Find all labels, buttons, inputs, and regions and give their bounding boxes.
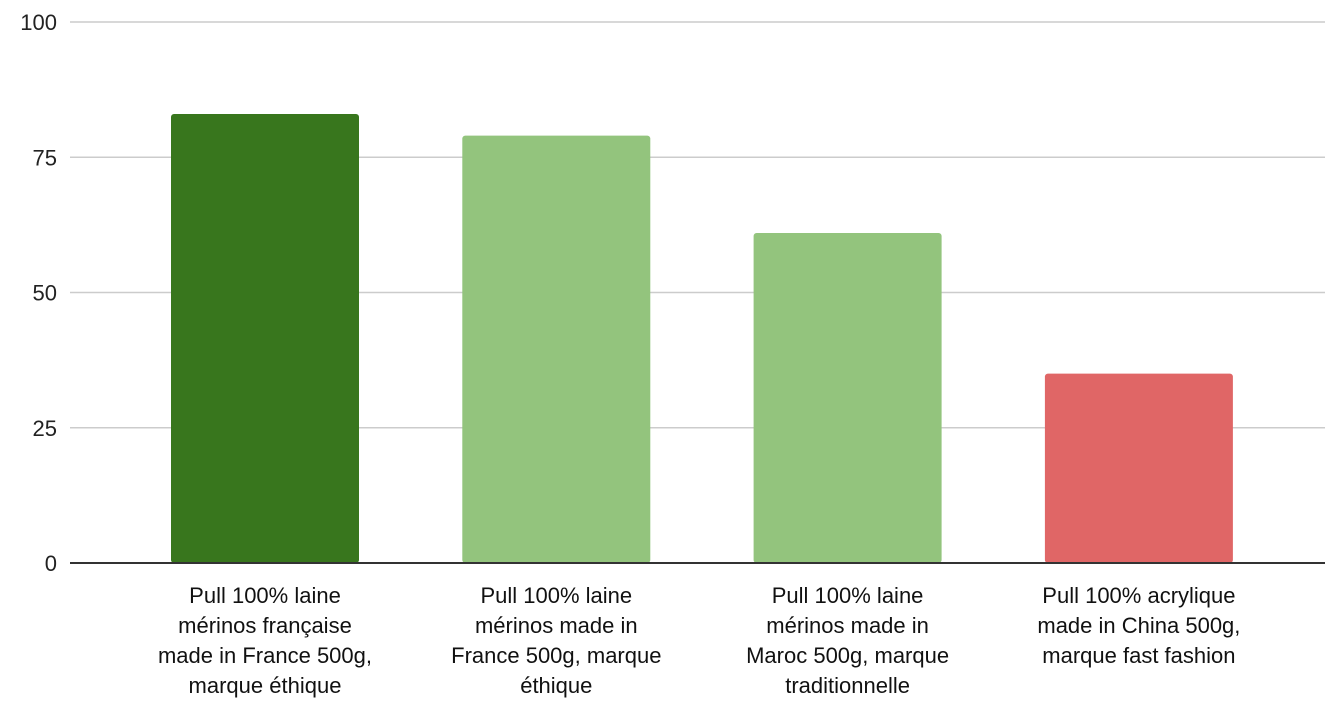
x-category-label: marque fast fashion: [1042, 643, 1235, 668]
x-category-label: marque éthique: [189, 673, 342, 698]
x-category-label: Pull 100% acrylique: [1042, 583, 1235, 608]
x-category-label: mérinos made in: [475, 613, 638, 638]
bar: [462, 135, 651, 564]
y-tick-label: 25: [33, 416, 57, 441]
x-category-label: Pull 100% laine: [189, 583, 341, 608]
x-category-label: France 500g, marque: [451, 643, 661, 668]
y-tick-label: 0: [45, 551, 57, 576]
y-tick-label: 75: [33, 145, 57, 170]
x-category-label: Maroc 500g, marque: [746, 643, 949, 668]
y-tick-label: 100: [20, 10, 57, 35]
x-category-label: mérinos française: [178, 613, 352, 638]
x-category-label: éthique: [520, 673, 592, 698]
x-category-label: mérinos made in: [766, 613, 929, 638]
x-category-label: Pull 100% laine: [480, 583, 632, 608]
bar: [1044, 373, 1233, 563]
bar: [753, 232, 942, 564]
x-category-label: traditionnelle: [785, 673, 910, 698]
x-category-label: made in France 500g,: [158, 643, 372, 668]
x-axis-category-labels: Pull 100% laine mérinos française made in …: [158, 583, 1240, 698]
x-category-label: made in China 500g,: [1037, 613, 1240, 638]
y-tick-label: 50: [33, 281, 57, 306]
x-category-label: Pull 100% laine: [772, 583, 924, 608]
bar: [171, 113, 359, 563]
y-axis-tick-labels: 0 25 50 75 100: [20, 10, 57, 576]
bars: [171, 113, 1233, 564]
